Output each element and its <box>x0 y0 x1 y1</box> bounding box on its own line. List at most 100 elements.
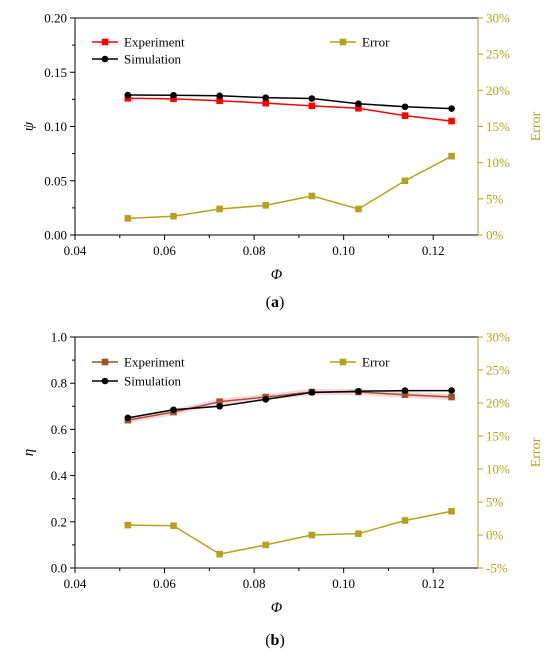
panel-a-experiment-point <box>448 117 455 125</box>
panel-a-simulation-point <box>355 100 362 108</box>
panel-b-legend-experiment-label: Experiment <box>124 355 185 370</box>
panel-b-legend-error-label: Error <box>362 355 390 370</box>
panel-b-y2-tick-label: 0% <box>486 528 504 543</box>
panel-a-error-point <box>124 215 132 222</box>
panel-a-x-tick-label: 0.12 <box>422 243 445 258</box>
panel-a-x-tick-label: 0.04 <box>64 243 87 258</box>
panel-b-y-axis-title: η <box>21 449 37 456</box>
panel-a-y2-tick-label: 0% <box>486 228 504 243</box>
panel-b-legend-experiment-marker <box>101 358 109 366</box>
panel-a-simulation-point <box>170 91 177 99</box>
panel-a-y2-tick-label: 10% <box>486 155 510 170</box>
panel-a-y2-tick-label: 5% <box>486 191 504 206</box>
panel-a-y-tick-label: 0.20 <box>44 11 67 26</box>
panel-b-simulation-line <box>127 389 452 419</box>
panel-a-simulation-point <box>448 105 455 112</box>
panel-b-y2-tick-label: 10% <box>486 462 510 477</box>
panel-a-x-axis-title: Φ <box>271 267 283 283</box>
panel-a-y2-tick-label: 25% <box>486 47 510 62</box>
panel-a-experiment-point <box>308 102 316 110</box>
panel-b-simulation-point <box>448 387 455 394</box>
panel-b-label: (b) <box>265 632 285 649</box>
panel-b-y2-axis-title: Error <box>529 437 544 467</box>
panel-a-experiment-point <box>401 112 409 119</box>
panel-b-y-tick-label: 0.6 <box>51 422 68 437</box>
panel-a-error-point <box>262 202 270 209</box>
panel-b-error-point <box>216 550 223 558</box>
panel-a-error-point <box>448 152 455 160</box>
panel-b-error-point <box>308 531 316 539</box>
panel-b-simulation-point <box>262 396 270 403</box>
panel-b-legend-simulation-marker <box>101 377 109 385</box>
panel-b-error-point <box>262 541 270 549</box>
panel-a-error-point <box>355 205 362 213</box>
panel-a-experiment-point <box>262 99 270 107</box>
panel-a-experiment-point <box>355 104 362 112</box>
panel-a-experiment-point <box>170 95 177 103</box>
panel-a-y2-tick-label: 15% <box>486 119 510 134</box>
panel-a-y-tick-label: 0.05 <box>44 173 67 188</box>
panel-b-error-point <box>401 517 409 524</box>
panel-a-y2-axis-title: Error <box>529 111 544 141</box>
panel-b-x-axis-title: Φ <box>271 600 283 616</box>
panel-a-legend-simulation-label: Simulation <box>124 52 182 67</box>
panel-a-error-point <box>216 205 223 213</box>
panel-a-legend-experiment-label: Experiment <box>124 35 185 50</box>
panel-a-simulation-point <box>216 92 223 100</box>
panel-a-experiment-line <box>127 97 452 122</box>
panel-a-x-tick-label: 0.08 <box>243 243 266 258</box>
panel-b-y-tick-label: 0.2 <box>51 514 67 529</box>
panel-b-x-tick-label: 0.04 <box>64 576 87 591</box>
panel-b-simulation-point <box>401 387 409 394</box>
panel-b-error-point <box>124 521 132 529</box>
panel-a-error-point <box>170 212 177 220</box>
panel-b-simulation-point <box>170 406 177 414</box>
panel-a-legend-experiment-marker <box>101 38 109 46</box>
panel-b-y2-tick-label: 5% <box>486 495 504 510</box>
panel-a-y-tick-label: 0.00 <box>44 228 67 243</box>
panel-b-x-tick-label: 0.12 <box>422 576 445 591</box>
panel-b-x-tick-label: 0.10 <box>332 576 355 591</box>
panel-a-legend-simulation-marker <box>101 55 109 63</box>
panel-a-y-tick-label: 0.15 <box>44 65 67 80</box>
panel-a-error-point <box>401 177 409 185</box>
panel-a-legend-error-marker <box>339 38 347 46</box>
panel-a-x-tick-label: 0.10 <box>332 243 355 258</box>
panel-b-y-tick-label: 0.8 <box>51 376 67 391</box>
panel-a-simulation-point <box>262 94 270 101</box>
panel-b-error-point <box>170 522 177 530</box>
panel-a-experiment-point <box>216 97 223 105</box>
panel-b-y-tick-label: 1.0 <box>51 330 67 345</box>
panel-b-y2-tick-label: -5% <box>486 561 508 576</box>
panel-b-simulation-point <box>124 414 132 422</box>
panel-b-x-tick-label: 0.06 <box>153 576 176 591</box>
panel-a-simulation-point <box>308 95 316 102</box>
panel-a-error-point <box>308 192 316 200</box>
panel-b-experiment-line <box>127 391 452 421</box>
panel-b-y2-tick-label: 25% <box>486 363 510 378</box>
panel-b-legend-simulation-label: Simulation <box>124 374 182 389</box>
panel-b-y-tick-label: 0.0 <box>51 561 67 576</box>
panel-a-y-tick-label: 0.10 <box>44 119 67 134</box>
panel-a-error-line <box>127 155 452 220</box>
panel-b-y2-tick-label: 20% <box>486 396 510 411</box>
panel-b-x-tick-label: 0.08 <box>243 576 266 591</box>
panel-b-simulation-point <box>216 403 223 410</box>
panel-b-error-line <box>127 510 452 555</box>
panel-a-simulation-point <box>124 91 132 99</box>
panel-b-simulation-point <box>355 387 362 395</box>
panel-a-x-tick-label: 0.06 <box>153 243 176 258</box>
panel-b-experiment-point <box>401 391 409 399</box>
panel-a-y-axis-title: ψ <box>21 121 37 131</box>
panel-a-label: (a) <box>266 294 285 311</box>
panel-b-y2-tick-label: 15% <box>486 429 510 444</box>
panel-b-experiment-point <box>216 398 223 405</box>
panel-b-error-point <box>355 530 362 537</box>
panel-b-y-tick-label: 0.4 <box>51 468 68 483</box>
panel-b-simulation-point <box>308 389 316 396</box>
panel-a-y2-tick-label: 20% <box>486 83 510 98</box>
panel-b-legend-error-marker <box>339 358 347 366</box>
panel-b-experiment-point <box>448 393 455 401</box>
panel-b-y2-tick-label: 30% <box>486 330 510 345</box>
